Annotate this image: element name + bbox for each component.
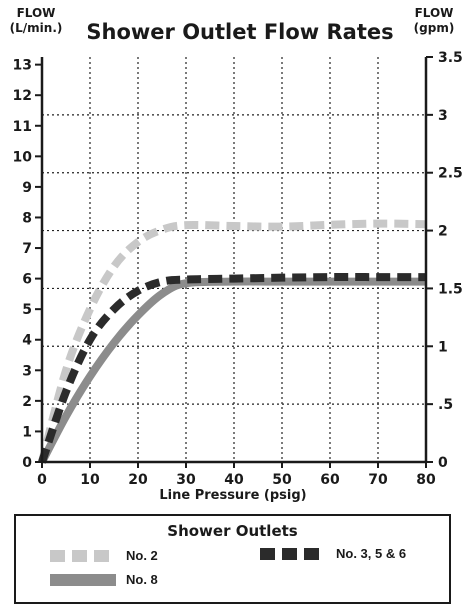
right-axis-title: FLOW (gpm) bbox=[404, 6, 464, 36]
legend: Shower Outlets No. 2 No. 3, 5 & 6 No. 8 bbox=[14, 514, 451, 604]
y-tick-label: 2 bbox=[22, 394, 32, 410]
y2-tick-label: .5 bbox=[438, 397, 453, 413]
y2-tick-label: 1 bbox=[438, 339, 448, 355]
legend-label: No. 8 bbox=[126, 572, 158, 587]
x-tick-label: 10 bbox=[80, 472, 100, 488]
x-tick-label: 80 bbox=[416, 472, 436, 488]
right-axis-title-line-2: (gpm) bbox=[413, 21, 455, 35]
legend-label: No. 3, 5 & 6 bbox=[336, 546, 407, 561]
y2-tick-label: 2.5 bbox=[438, 166, 463, 182]
x-axis-label: Line Pressure (psig) bbox=[159, 488, 307, 503]
legend-item-no-2: No. 2 bbox=[50, 548, 158, 563]
legend-label: No. 2 bbox=[126, 548, 158, 563]
left-axis-title: FLOW (L/min.) bbox=[4, 6, 68, 36]
x-tick-label: 30 bbox=[176, 472, 196, 488]
legend-title: Shower Outlets bbox=[167, 522, 298, 540]
left-axis-title-line-2: (L/min.) bbox=[9, 21, 63, 35]
x-tick-label: 0 bbox=[37, 472, 47, 488]
y-tick-label: 6 bbox=[22, 272, 32, 288]
y2-tick-label: 0 bbox=[438, 455, 448, 471]
left-axis-title-line-1: FLOW bbox=[16, 6, 56, 20]
x-tick-label: 70 bbox=[368, 472, 388, 488]
y-tick-label: 4 bbox=[22, 333, 32, 349]
series-line-no-3-5-6 bbox=[38, 273, 426, 464]
y-tick-label: 7 bbox=[22, 241, 32, 257]
x-tick-label: 60 bbox=[320, 472, 340, 488]
y-tick-label: 10 bbox=[13, 149, 33, 165]
y-tick-label: 1 bbox=[22, 424, 32, 440]
y2-tick-label: 3 bbox=[438, 108, 448, 124]
grid-lines bbox=[42, 57, 426, 462]
x-tick-label: 50 bbox=[272, 472, 292, 488]
legend-swatch-no-2 bbox=[50, 549, 116, 562]
y-tick-label: 13 bbox=[13, 58, 32, 74]
y2-tick-label: 3.5 bbox=[438, 50, 463, 66]
series-line-no-2 bbox=[38, 219, 427, 464]
y-tick-label: 11 bbox=[13, 119, 32, 135]
y-tick-label: 3 bbox=[22, 363, 32, 379]
y-tick-label: 0 bbox=[22, 455, 32, 471]
y-tick-label: 9 bbox=[22, 180, 32, 196]
y2-tick-label: 2 bbox=[438, 224, 448, 240]
axes bbox=[35, 56, 433, 468]
legend-item-no-3-5-6: No. 3, 5 & 6 bbox=[260, 546, 406, 561]
y-tick-label: 8 bbox=[22, 210, 32, 226]
legend-swatch-no-8 bbox=[50, 573, 116, 586]
series-line-no-8 bbox=[38, 277, 426, 464]
right-axis-title-line-1: FLOW bbox=[414, 6, 454, 20]
legend-swatch-no-3-5-6 bbox=[260, 547, 326, 560]
chart-title: Shower Outlet Flow Rates bbox=[86, 20, 394, 44]
x-tick-label: 40 bbox=[224, 472, 244, 488]
legend-item-no-8: No. 8 bbox=[50, 572, 158, 587]
x-tick-label: 20 bbox=[128, 472, 148, 488]
y2-tick-label: 1.5 bbox=[438, 281, 463, 297]
series-lines bbox=[38, 219, 427, 464]
y-tick-label: 12 bbox=[13, 88, 32, 104]
y-tick-label: 5 bbox=[22, 302, 32, 318]
